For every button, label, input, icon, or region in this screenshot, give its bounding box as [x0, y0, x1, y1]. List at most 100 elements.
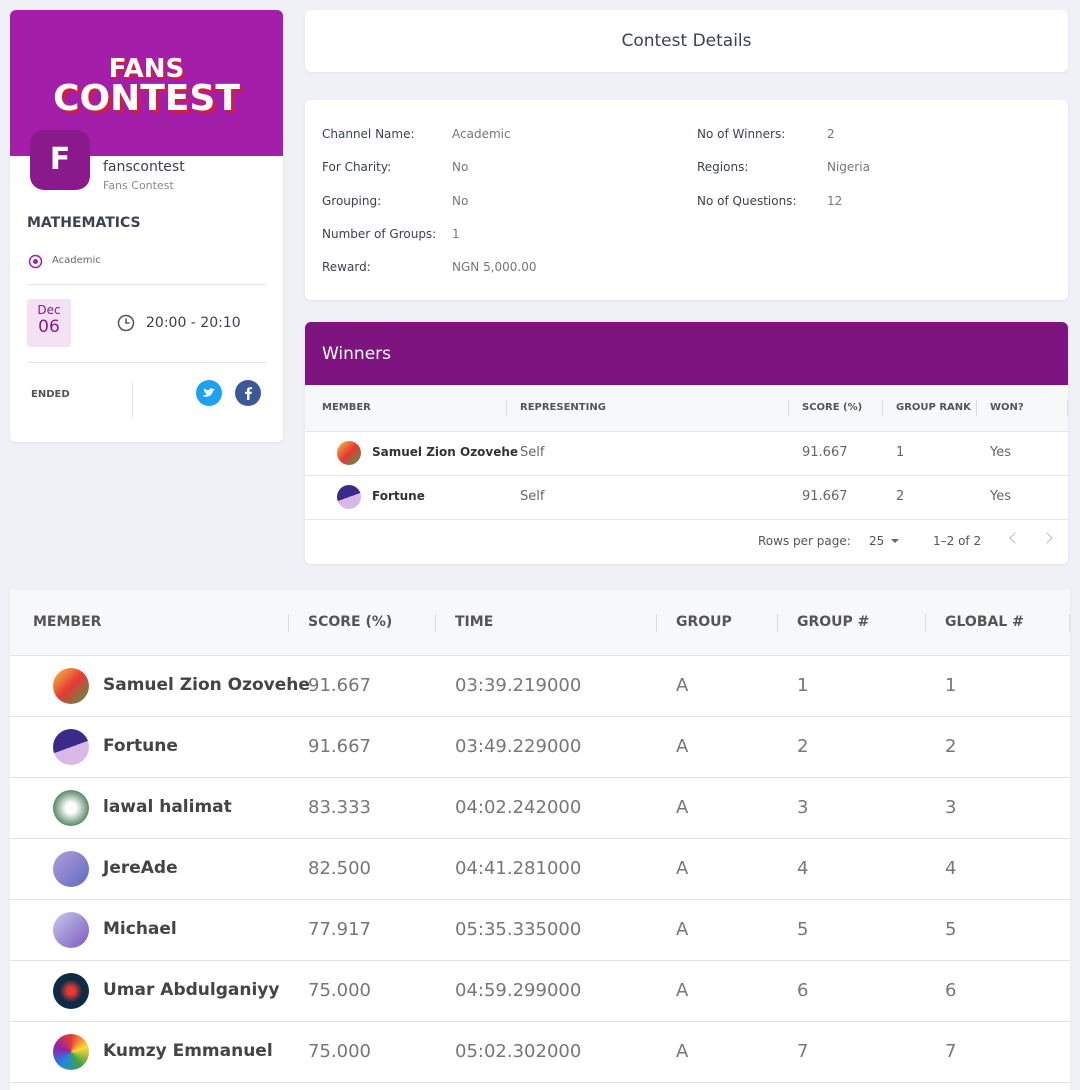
pagination-range: 1–2 of 2	[933, 534, 982, 548]
clock-icon	[117, 314, 135, 332]
divider	[132, 382, 133, 418]
table-row	[10, 961, 1070, 1022]
table-cell: A	[676, 919, 689, 940]
table-cell: 5	[945, 919, 957, 940]
profile-name: fanscontest	[103, 159, 185, 175]
table-cell: Yes	[990, 445, 1011, 460]
winners-table-header	[305, 385, 1068, 431]
table-row	[10, 778, 1070, 839]
profile-card: FANS CONTEST F fanscontest Fans Contest …	[10, 10, 283, 442]
member-name: lawal halimat	[103, 797, 232, 817]
table-cell: A	[676, 1041, 689, 1062]
member-avatar	[337, 441, 361, 465]
table-cell: 3	[797, 797, 809, 818]
member-avatar	[53, 851, 89, 887]
detail-label: Reward:	[322, 260, 371, 275]
table-cell: 2	[945, 736, 957, 757]
column-separator	[656, 614, 657, 632]
detail-value: 2	[827, 127, 835, 141]
table-cell: 6	[945, 980, 957, 1001]
table-cell: 91.667	[308, 736, 371, 757]
member-name: Umar Abdulganiyy	[103, 980, 280, 1000]
column-separator	[1069, 614, 1070, 632]
table-cell: 4	[797, 858, 809, 879]
column-header: GLOBAL #	[945, 614, 1024, 630]
column-separator	[777, 614, 778, 632]
table-cell: Yes	[990, 489, 1011, 504]
column-header: TIME	[455, 614, 494, 630]
category: MATHEMATICS	[27, 215, 141, 231]
table-cell: 1	[945, 675, 957, 696]
table-cell: A	[676, 980, 689, 1001]
table-cell: 6	[797, 980, 809, 1001]
table-cell: 04:41.281000	[455, 858, 582, 879]
table-cell: 91.667	[802, 489, 848, 504]
table-cell: 2	[797, 736, 809, 757]
table-row	[10, 656, 1070, 717]
detail-label: No of Questions:	[697, 193, 797, 208]
column-header: SCORE (%)	[802, 402, 863, 413]
table-cell: 5	[797, 919, 809, 940]
profile-handle: Fans Contest	[103, 179, 174, 192]
member-name: Fortune	[372, 489, 425, 503]
table-row	[10, 717, 1070, 778]
member-name: Samuel Zion Ozovehe	[372, 445, 519, 459]
column-header: MEMBER	[33, 614, 102, 630]
detail-label: Grouping:	[322, 193, 382, 208]
column-separator	[1067, 400, 1068, 416]
member-name: Fortune	[103, 736, 178, 756]
social-icons	[196, 380, 261, 406]
detail-value: No	[452, 193, 469, 208]
column-header: REPRESENTING	[520, 402, 606, 413]
member-avatar	[53, 912, 89, 948]
member-name: JereAde	[103, 858, 178, 878]
column-header: WON?	[990, 402, 1024, 413]
time: 20:00 - 20:10	[146, 315, 241, 331]
table-cell: A	[676, 858, 689, 879]
column-separator	[788, 400, 789, 416]
table-cell: 04:02.242000	[455, 797, 582, 818]
column-separator	[288, 614, 289, 632]
table-cell: 03:49.229000	[455, 736, 582, 757]
leaderboard: MEMBER SCORE (%) TIME GROUP GROUP # GLOBAL # S…	[10, 590, 1070, 1090]
table-cell: 3	[945, 797, 957, 818]
detail-label: Number of Groups:	[322, 226, 437, 241]
table-cell: 7	[797, 1041, 809, 1062]
table-row	[10, 839, 1070, 900]
winners-header	[305, 322, 1068, 385]
rows-per-page-select[interactable]: 25	[869, 534, 885, 548]
table-row	[305, 475, 1068, 519]
table-cell: 4	[945, 858, 957, 879]
member-name: Michael	[103, 919, 177, 939]
details-card: Channel Name: Academic For Charity: No Group…	[305, 100, 1068, 300]
rows-per-page-label: Rows per page:	[758, 534, 851, 548]
leaderboard-header	[10, 590, 1070, 656]
column-header: GROUP	[676, 614, 732, 630]
column-header: GROUP #	[797, 614, 870, 630]
details-header: Contest Details	[305, 10, 1068, 72]
detail-label: Regions:	[697, 160, 749, 175]
member-name: Kumzy Emmanuel	[103, 1041, 273, 1061]
member-avatar	[53, 790, 89, 826]
table-cell: 03:39.219000	[455, 675, 582, 696]
table-cell: 05:35.335000	[455, 919, 582, 940]
detail-value: No	[452, 160, 469, 175]
table-cell: A	[676, 736, 689, 757]
table-row	[10, 900, 1070, 961]
column-header: MEMBER	[322, 402, 371, 413]
member-avatar	[53, 1034, 89, 1070]
member-avatar	[53, 729, 89, 765]
table-cell: 83.333	[308, 797, 371, 818]
table-cell: 2	[896, 489, 905, 504]
date-day: 06	[38, 317, 60, 337]
date-box: Dec 06	[27, 299, 71, 347]
column-separator	[506, 400, 507, 416]
detail-label: Channel Name:	[322, 127, 415, 141]
detail-value: 12	[827, 193, 843, 208]
column-separator	[435, 614, 436, 632]
banner-line1: FANS	[108, 54, 185, 84]
member-name: Samuel Zion Ozovehe	[103, 675, 310, 695]
member-avatar	[53, 668, 89, 704]
table-cell: A	[676, 797, 689, 818]
